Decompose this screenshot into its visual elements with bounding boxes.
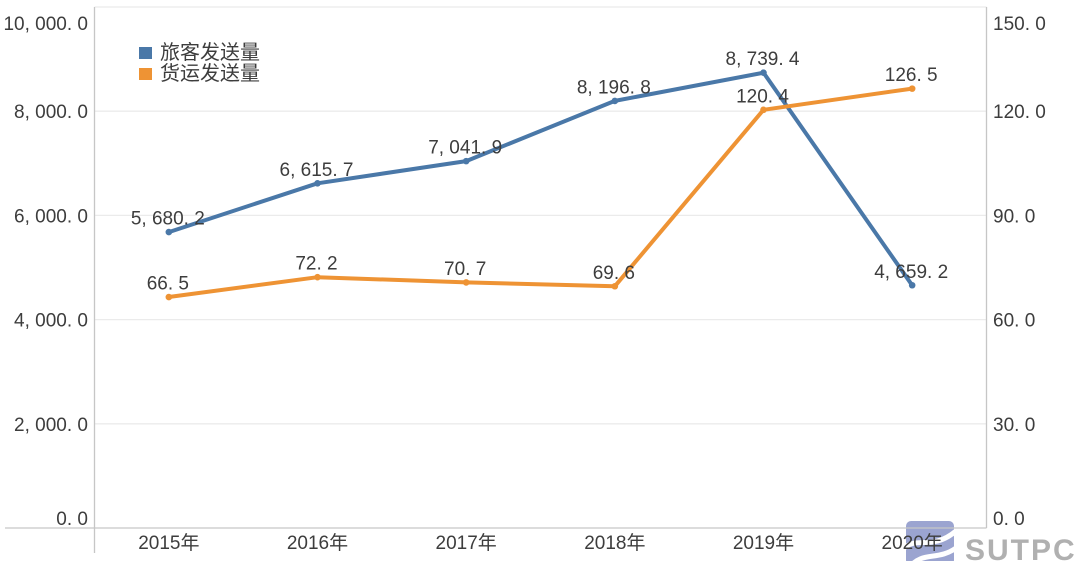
series-0-point-0 [165, 228, 173, 236]
series-1-data-label-2: 70. 7 [444, 259, 486, 280]
series-1-data-label-1: 72. 2 [295, 254, 337, 275]
legend-label-freight: 货运发送量 [160, 63, 260, 85]
series-0-point-2 [462, 157, 470, 165]
right-axis-tick-0: 0. 0 [993, 509, 1025, 530]
left-axis-tick-5: 10, 000. 0 [3, 14, 88, 35]
x-axis-label-2: 2017年 [436, 532, 497, 554]
legend-item-passenger: 旅客发送量 [139, 43, 260, 63]
x-axis-label-1: 2016年 [287, 532, 348, 554]
sutpc-watermark: SUTPC [906, 521, 1077, 561]
left-axis-tick-2: 4, 000. 0 [14, 311, 88, 332]
x-axis-label-0: 2015年 [138, 532, 199, 554]
series-1-point-3 [611, 282, 619, 290]
x-axis-label-3: 2018年 [584, 532, 645, 554]
series-1-point-5 [908, 85, 916, 92]
series-0-data-label-3: 8, 196. 8 [577, 77, 651, 98]
series-1-data-label-4: 120. 4 [736, 86, 789, 107]
series-0-data-label-4: 8, 739. 4 [726, 49, 800, 70]
right-axis-tick-2: 60. 0 [993, 311, 1035, 332]
series-0-point-4 [760, 69, 767, 76]
series-0-data-label-1: 6, 615. 7 [280, 160, 354, 181]
legend-swatch-passenger-icon [139, 47, 152, 59]
left-axis-tick-0: 0. 0 [56, 509, 88, 530]
series-line-1 [166, 86, 915, 299]
chart-legend: 旅客发送量 货运发送量 [139, 43, 260, 85]
legend-swatch-freight-icon [139, 68, 152, 80]
series-1-data-label-5: 126. 5 [885, 65, 938, 86]
right-axis-tick-5: 150. 0 [993, 14, 1046, 35]
series-0-point-5 [908, 281, 916, 289]
series-1-point-0 [165, 293, 173, 301]
series-1-data-label-3: 69. 6 [593, 263, 635, 284]
left-axis-tick-1: 2, 000. 0 [14, 415, 88, 436]
series-1-point-2 [462, 279, 470, 286]
series-1-point-4 [760, 106, 767, 114]
series-1-point-1 [314, 273, 321, 281]
sutpc-logo-icon [906, 521, 954, 561]
series-0-data-label-2: 7, 041. 9 [428, 138, 502, 159]
x-axis-label-4: 2019年 [733, 532, 794, 554]
sutpc-logo-text: SUTPC [965, 534, 1077, 561]
left-axis-tick-4: 8, 000. 0 [14, 102, 88, 123]
legend-item-freight: 货运发送量 [139, 64, 260, 84]
right-axis-tick-4: 120. 0 [993, 102, 1046, 123]
x-axis-label-5: 2020年 [882, 532, 943, 554]
legend-label-passenger: 旅客发送量 [160, 42, 260, 64]
right-axis-tick-1: 30. 0 [993, 415, 1035, 436]
series-1-data-label-0: 66. 5 [147, 274, 189, 295]
series-0-data-label-5: 4, 659. 2 [874, 262, 948, 283]
series-0-point-3 [611, 97, 619, 105]
right-axis-tick-3: 90. 0 [993, 206, 1035, 227]
series-0-data-label-0: 5, 680. 2 [131, 209, 205, 230]
left-axis-tick-3: 6, 000. 0 [14, 206, 88, 227]
series-0-point-1 [314, 180, 321, 187]
